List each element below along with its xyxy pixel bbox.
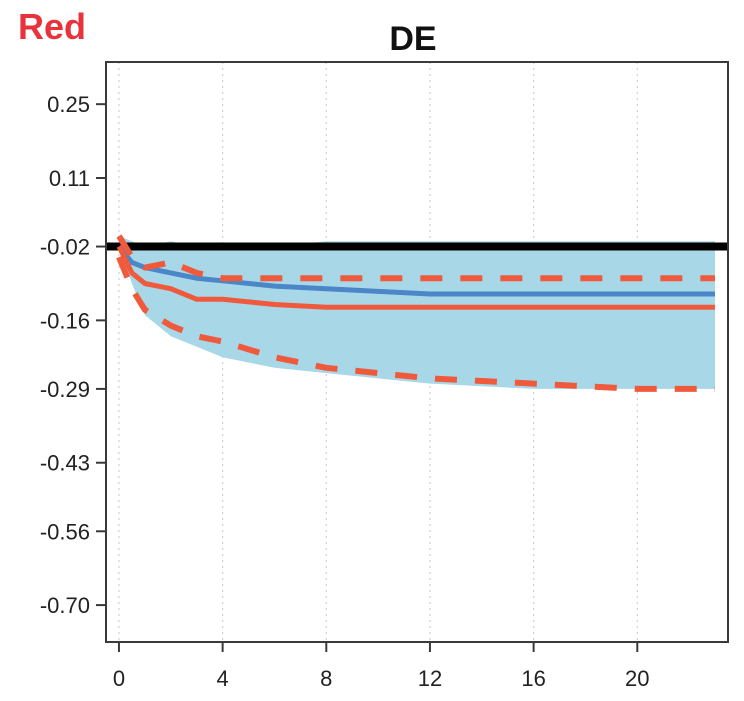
corner-label: Red (18, 6, 87, 47)
series-line-red (116, 245, 715, 310)
x-tick-label: 4 (217, 666, 229, 691)
x-tick-label: 8 (320, 666, 332, 691)
y-axis-ticks: 0.25 0.11 -0.02 -0.16 -0.29 -0.43 -0.56 -0.70 (40, 92, 106, 618)
y-tick-label: -0.43 (40, 451, 90, 476)
x-tick-label: 20 (625, 666, 649, 691)
x-tick-label: 16 (521, 666, 545, 691)
confidence-band (119, 236, 715, 389)
series-line-blue (117, 244, 715, 297)
chart-title: DE (389, 20, 436, 58)
y-tick-label: 0.25 (47, 92, 90, 117)
y-tick-label: 0.11 (49, 166, 90, 191)
y-tick-label: -0.29 (40, 377, 90, 402)
y-tick-label: -0.16 (40, 308, 90, 333)
x-axis-ticks: 0 4 8 12 16 20 (113, 642, 650, 691)
confidence-band-layer (119, 236, 715, 389)
series-dashed-upper (116, 234, 715, 282)
x-tick-label: 12 (418, 666, 442, 691)
y-tick-label: -0.56 (40, 519, 90, 544)
x-tick-label: 0 (113, 666, 125, 691)
y-tick-label: -0.02 (40, 235, 90, 260)
y-tick-label: -0.70 (40, 593, 90, 618)
series-dashed-lower (116, 255, 715, 392)
plot-frame (105, 61, 729, 643)
series-layer (116, 234, 715, 392)
